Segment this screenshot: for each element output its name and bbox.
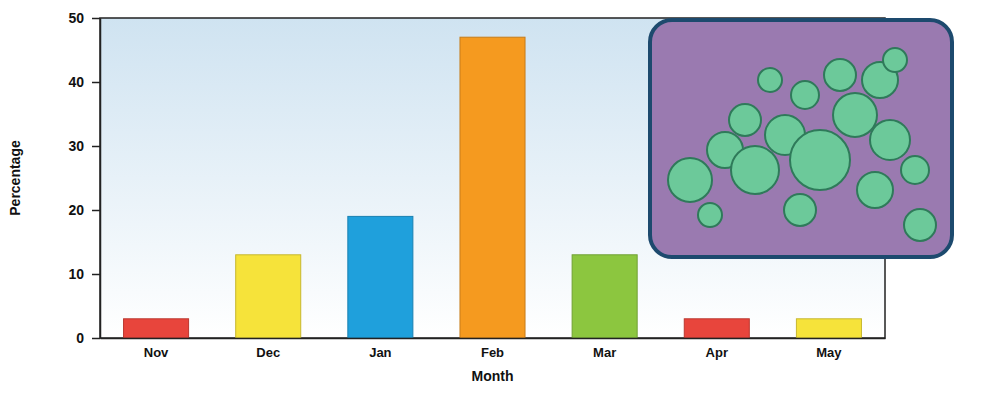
virus-particle xyxy=(824,59,856,91)
x-axis-title: Month xyxy=(472,368,514,384)
tick: 30 xyxy=(68,138,100,154)
virus-particle xyxy=(668,158,712,202)
virus-particle xyxy=(901,156,929,184)
bar xyxy=(796,319,861,338)
tick-label: Jan xyxy=(369,345,391,360)
bar xyxy=(124,319,189,338)
tick: 40 xyxy=(68,74,100,90)
tick-label: 20 xyxy=(68,202,84,218)
tick: Mar xyxy=(593,345,616,360)
tick-label: 40 xyxy=(68,74,84,90)
virus-particle xyxy=(857,172,893,208)
tick-label: Apr xyxy=(706,345,728,360)
tick-label: May xyxy=(816,345,842,360)
bar xyxy=(460,37,525,338)
bar xyxy=(572,255,637,338)
bars xyxy=(124,37,862,338)
y-axis: 0 10 20 30 40 50 xyxy=(68,10,100,346)
virus-particle xyxy=(758,68,782,92)
tick-mark xyxy=(92,18,100,20)
tick-label: Feb xyxy=(481,345,504,360)
tick: 20 xyxy=(68,202,100,218)
y-axis-title: Percentage xyxy=(7,140,23,216)
tick-label: Nov xyxy=(144,345,169,360)
tick: Nov xyxy=(144,345,169,360)
tick-label: 0 xyxy=(76,330,84,346)
virus-particle xyxy=(833,93,877,137)
virus-particle xyxy=(883,48,907,72)
tick-label: 10 xyxy=(68,266,84,282)
photo-frame xyxy=(650,20,952,257)
tick-label: Dec xyxy=(256,345,280,360)
tick-label: 50 xyxy=(68,10,84,26)
tick: 0 xyxy=(76,330,100,346)
chart: 0 10 20 30 40 50 Nov Dec Jan Feb Mar Apr May Month Per… xyxy=(0,0,983,393)
virus-particle xyxy=(731,146,779,194)
virus-particle xyxy=(791,81,819,109)
tick-mark xyxy=(92,146,100,148)
tick-label: 30 xyxy=(68,138,84,154)
bar xyxy=(236,255,301,338)
tick: Jan xyxy=(369,345,391,360)
tick: 50 xyxy=(68,10,100,26)
virus-particle xyxy=(698,203,722,227)
virus-particle xyxy=(870,120,910,160)
tick: May xyxy=(816,345,842,360)
tick-mark xyxy=(92,82,100,84)
virus-particle xyxy=(790,130,850,190)
axis-line xyxy=(101,338,886,340)
tick-mark xyxy=(92,274,100,276)
virus-particle xyxy=(729,104,761,136)
tick: Feb xyxy=(481,345,504,360)
plot: 0 10 20 30 40 50 Nov Dec Jan Feb Mar Apr May xyxy=(68,10,952,360)
tick: Dec xyxy=(256,345,280,360)
tick-mark xyxy=(92,338,100,340)
bar xyxy=(684,319,749,338)
virus-photo xyxy=(650,20,952,257)
tick: Apr xyxy=(706,345,728,360)
tick-mark xyxy=(92,210,100,212)
tick-label: Mar xyxy=(593,345,616,360)
virus-particle xyxy=(904,209,936,241)
bar xyxy=(348,216,413,338)
x-axis: Nov Dec Jan Feb Mar Apr May xyxy=(101,339,886,361)
tick: 10 xyxy=(68,266,100,282)
axis-line xyxy=(100,19,102,339)
virus-particle xyxy=(784,194,816,226)
